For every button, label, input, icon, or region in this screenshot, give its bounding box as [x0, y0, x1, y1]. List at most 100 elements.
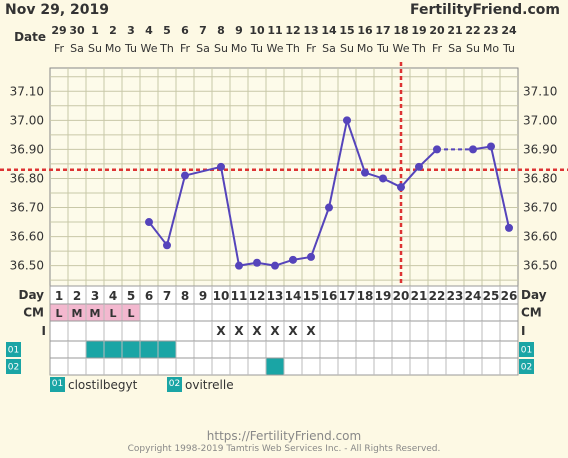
- date-row-label: Date: [14, 30, 46, 44]
- cm-mark: M: [90, 307, 101, 320]
- y-tick-label-right: 36.50: [523, 259, 557, 273]
- day-number: 3: [91, 289, 99, 303]
- cm-mark: L: [109, 307, 116, 320]
- date-label: 3: [127, 24, 135, 37]
- temp-line-segment: [166, 175, 186, 246]
- y-tick-label-right: 37.10: [523, 84, 557, 98]
- temp-line-segment: [418, 148, 438, 168]
- y-tick-label-right: 36.70: [523, 201, 557, 215]
- cm-cell: [50, 304, 68, 321]
- med2-name: ovitrelle: [185, 377, 234, 392]
- day-number: 23: [447, 289, 464, 303]
- day-number: 16: [321, 289, 338, 303]
- row-label-swatch-right: [519, 359, 534, 374]
- temp-point: [289, 255, 297, 264]
- y-tick-label-left: 37.10: [10, 84, 44, 98]
- day-number: 26: [501, 289, 518, 303]
- temp-line-segment: [400, 166, 420, 188]
- temp-point: [325, 203, 333, 212]
- temp-point: [253, 258, 261, 267]
- row-label-m2-left: 02: [8, 363, 19, 373]
- date-label: 1: [91, 24, 99, 37]
- date-label: 18: [393, 24, 408, 37]
- day-number: 25: [483, 289, 500, 303]
- day-number: 1: [55, 289, 63, 303]
- date-label: 8: [217, 24, 225, 37]
- date-label: 9: [235, 24, 243, 37]
- weekday-label: Tu: [376, 42, 389, 55]
- temp-point: [433, 145, 441, 154]
- cm-mark: L: [127, 307, 134, 320]
- date-label: 11: [267, 24, 282, 37]
- y-tick-label-left: 37.00: [10, 113, 44, 127]
- temp-line-segment: [148, 221, 168, 246]
- day-number: 12: [249, 289, 266, 303]
- footer-url[interactable]: https://FertilityFriend.com: [206, 429, 362, 443]
- day-number: 13: [267, 289, 284, 303]
- temp-line-segment: [490, 146, 510, 229]
- y-tick-label-left: 36.90: [10, 142, 44, 156]
- temp-point: [307, 252, 315, 261]
- day-number: 19: [375, 289, 392, 303]
- row-label-i-left: I: [42, 324, 46, 338]
- date-label: 24: [501, 24, 517, 37]
- row-label-swatch-right: [519, 342, 534, 357]
- date-label: 23: [483, 24, 498, 37]
- date-label: 20: [429, 24, 445, 37]
- date-label: 29: [51, 24, 66, 37]
- date-label: 10: [249, 24, 265, 37]
- temp-line-segment: [220, 166, 240, 266]
- intercourse-mark: X: [234, 324, 244, 338]
- day-number: 22: [429, 289, 446, 303]
- day-number: 18: [357, 289, 374, 303]
- row-label-m2-right: 02: [521, 363, 532, 373]
- temp-line-segment: [346, 119, 366, 173]
- y-tick-label-left: 36.80: [10, 171, 44, 185]
- day-number: 21: [411, 289, 428, 303]
- fertility-chart: 37.10 37.10 37.00 37.00 36.90 36.90 36.80 36.80…: [0, 24, 568, 376]
- weekday-label: Tu: [502, 42, 515, 55]
- date-label: 5: [163, 24, 171, 37]
- day-number: 7: [163, 289, 171, 303]
- weekday-label: Mo: [231, 42, 247, 55]
- weekday-label: Sa: [322, 42, 336, 55]
- med1-cell: [140, 341, 158, 358]
- y-tick-label-right: 37.00: [523, 113, 557, 127]
- med1-cell: [86, 341, 104, 358]
- date-label: 2: [109, 24, 117, 37]
- date-label: 7: [199, 24, 207, 37]
- weekday-label: Su: [466, 42, 480, 55]
- temp-point: [505, 223, 513, 232]
- cm-cell: [122, 304, 140, 321]
- med1-cell: [122, 341, 140, 358]
- y-tick-label-right: 36.80: [523, 171, 557, 185]
- weekday-label: Tu: [124, 42, 137, 55]
- temp-line-segment: [310, 207, 330, 258]
- temp-point: [415, 162, 423, 171]
- day-number: 6: [145, 289, 153, 303]
- day-number: 15: [303, 289, 320, 303]
- footer-copyright: Copyright 1998-2019 Tamtris Web Services…: [127, 444, 441, 454]
- intercourse-mark: X: [252, 324, 262, 338]
- day-number: 10: [213, 289, 230, 303]
- temp-point: [487, 142, 495, 151]
- temp-point: [181, 171, 189, 180]
- temp-point: [469, 145, 477, 154]
- row-label-day-right: Day: [521, 288, 547, 302]
- weekday-label: Sa: [448, 42, 462, 55]
- date-label: 6: [181, 24, 189, 37]
- row-label-cm-left: CM: [23, 306, 44, 320]
- weekday-label: Fr: [432, 42, 443, 55]
- day-number: 17: [339, 289, 356, 303]
- day-number: 4: [109, 289, 117, 303]
- day-number: 9: [199, 289, 207, 303]
- brand-name[interactable]: FertilityFriend.com: [410, 2, 560, 18]
- med2-cell: [266, 358, 284, 375]
- day-number: 2: [73, 289, 81, 303]
- date-label: 15: [339, 24, 354, 37]
- row-label-swatch-left: [6, 342, 21, 357]
- day-number: 11: [231, 289, 248, 303]
- weekday-label: Th: [159, 42, 174, 55]
- cm-mark: L: [55, 307, 62, 320]
- med1-swatch: 01: [50, 377, 65, 392]
